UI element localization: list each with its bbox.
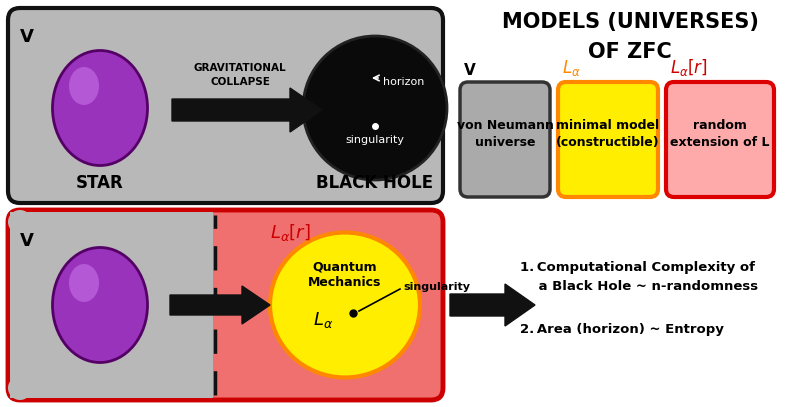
Text: MODELS (UNIVERSES): MODELS (UNIVERSES) [502,12,758,32]
FancyArrow shape [450,284,535,326]
Ellipse shape [69,264,99,302]
Text: a Black Hole ~ n-randomness: a Black Hole ~ n-randomness [520,280,758,293]
Ellipse shape [53,50,147,166]
Ellipse shape [270,232,420,378]
FancyBboxPatch shape [8,8,443,203]
Text: OF ZFC: OF ZFC [588,42,672,62]
Circle shape [8,210,32,234]
FancyBboxPatch shape [8,210,443,400]
Text: COLLAPSE: COLLAPSE [210,77,270,87]
Circle shape [303,36,447,180]
Text: V: V [20,232,34,250]
Circle shape [8,376,32,400]
Text: $L_\alpha$: $L_\alpha$ [313,310,333,330]
Bar [10,212,213,398]
Text: V: V [20,28,34,46]
Text: singularity: singularity [346,135,405,145]
Text: 1. Computational Complexity of: 1. Computational Complexity of [520,262,755,274]
Text: minimal model
(constructible): minimal model (constructible) [556,119,660,149]
Text: 2. Area (horizon) ~ Entropy: 2. Area (horizon) ~ Entropy [520,324,724,337]
Text: $L_\alpha[r]$: $L_\alpha[r]$ [670,57,708,78]
Text: STAR: STAR [76,174,124,192]
Text: von Neumann
universe: von Neumann universe [457,119,554,149]
Text: GRAVITATIONAL: GRAVITATIONAL [194,63,286,73]
FancyBboxPatch shape [558,82,658,197]
Text: random
extension of L: random extension of L [670,119,770,149]
Text: BLACK HOLE: BLACK HOLE [317,174,434,192]
Text: horizon: horizon [383,77,424,87]
Ellipse shape [53,247,147,363]
Text: $L_\alpha$: $L_\alpha$ [562,58,581,78]
Text: $L_\alpha[r]$: $L_\alpha[r]$ [270,222,310,243]
Ellipse shape [69,67,99,105]
Text: Quantum
Mechanics: Quantum Mechanics [308,260,382,289]
FancyBboxPatch shape [666,82,774,197]
Text: singularity: singularity [403,282,470,292]
Text: V: V [464,63,476,78]
FancyArrow shape [170,286,270,324]
FancyBboxPatch shape [460,82,550,197]
FancyArrow shape [172,88,322,132]
